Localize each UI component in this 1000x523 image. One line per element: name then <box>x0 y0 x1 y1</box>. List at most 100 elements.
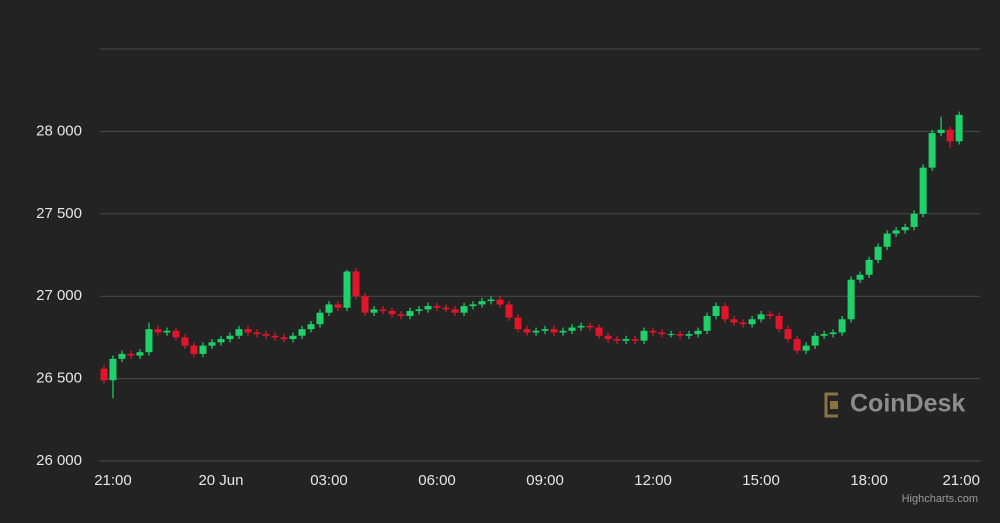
candle-body <box>478 301 486 305</box>
candle-body <box>847 279 855 320</box>
candle-body <box>757 314 765 320</box>
candle-body <box>334 304 342 308</box>
logo-block <box>830 401 838 409</box>
credit: Highcharts.com <box>902 493 978 505</box>
candle-body <box>172 330 180 338</box>
candle-body <box>262 334 270 336</box>
candle-body <box>136 352 144 356</box>
candle-body <box>541 329 549 331</box>
candle-body <box>244 329 252 333</box>
candle-body <box>514 317 522 330</box>
candle-body <box>730 319 738 323</box>
candle-body <box>685 334 693 336</box>
candle-body <box>217 339 225 343</box>
candle-body <box>415 309 423 312</box>
candle-body <box>928 133 936 168</box>
candle-body <box>154 329 162 333</box>
candle-body <box>883 233 891 247</box>
candle-body <box>811 335 819 346</box>
y-tick-label: 26 000 <box>36 452 82 469</box>
candle-body <box>100 368 108 381</box>
candle-body <box>586 325 594 328</box>
candle-body <box>775 315 783 330</box>
candle-body <box>910 213 918 227</box>
candle-body <box>523 329 531 333</box>
candle-body <box>487 299 495 302</box>
candle-body <box>748 319 756 325</box>
candle-body <box>532 330 540 333</box>
candle-body <box>613 339 621 341</box>
candle-body <box>298 329 306 336</box>
candle-body <box>658 332 666 335</box>
candle-body <box>190 345 198 354</box>
candle-body <box>559 330 567 333</box>
x-tick-label: 03:00 <box>310 472 348 489</box>
candle-body <box>874 246 882 260</box>
x-tick-label: 15:00 <box>742 472 780 489</box>
candle-body <box>604 335 612 340</box>
candle-body <box>577 325 585 328</box>
x-tick-label: 18:00 <box>850 472 888 489</box>
candle-body <box>388 311 396 315</box>
candle-body <box>316 312 324 325</box>
x-tick-label: 20 Jun <box>198 472 243 489</box>
candle-body <box>406 311 414 316</box>
candle-body <box>379 309 387 312</box>
candle-body <box>667 334 675 336</box>
candle-body <box>163 330 171 333</box>
x-tick-label: 06:00 <box>418 472 456 489</box>
candle-body <box>208 342 216 346</box>
candle-body <box>640 330 648 341</box>
candle-body <box>235 329 243 336</box>
candle-body <box>649 330 657 333</box>
candle-body <box>424 306 432 310</box>
x-tick-label: 21:00 <box>94 472 132 489</box>
candle-body <box>568 327 576 331</box>
candle-body <box>271 335 279 338</box>
candle-body <box>694 330 702 335</box>
candle-body <box>595 327 603 336</box>
candle-body <box>937 129 945 134</box>
y-tick-label: 26 500 <box>36 370 82 387</box>
candle-body <box>505 304 513 318</box>
candle-body <box>469 304 477 307</box>
candle-body <box>865 259 873 275</box>
candle-body <box>307 324 315 330</box>
x-tick-label: 12:00 <box>634 472 672 489</box>
candle-body <box>226 335 234 340</box>
candle-body <box>109 358 117 381</box>
candle-body <box>802 345 810 351</box>
candle-body <box>550 329 558 333</box>
candle-body <box>721 306 729 320</box>
candle-body <box>343 271 351 308</box>
candle-body <box>325 304 333 313</box>
candle-body <box>676 334 684 336</box>
candle-body <box>433 306 441 308</box>
candle-body <box>289 335 297 340</box>
candle-body <box>820 334 828 336</box>
candle-body <box>793 339 801 351</box>
candle-body <box>361 296 369 313</box>
candle-body <box>127 353 135 356</box>
y-tick-label: 28 000 <box>36 122 82 139</box>
candle-body <box>181 337 189 346</box>
watermark-logo <box>824 392 838 418</box>
candle-body <box>946 129 954 142</box>
watermark: CoinDesk <box>850 390 965 418</box>
candle-body <box>766 314 774 316</box>
candle-body <box>784 329 792 340</box>
candle-body <box>145 329 153 353</box>
x-tick-label: 21:00 <box>942 472 980 489</box>
candle-body <box>352 271 360 297</box>
candle-body <box>460 306 468 313</box>
candle-body <box>118 353 126 359</box>
candle-body <box>856 274 864 280</box>
candle-body <box>838 319 846 333</box>
candle-body <box>829 332 837 335</box>
logo-bracket <box>824 392 838 418</box>
candle-body <box>919 167 927 214</box>
candle-body <box>442 307 450 310</box>
x-tick-label: 09:00 <box>526 472 564 489</box>
candle-body <box>703 315 711 331</box>
